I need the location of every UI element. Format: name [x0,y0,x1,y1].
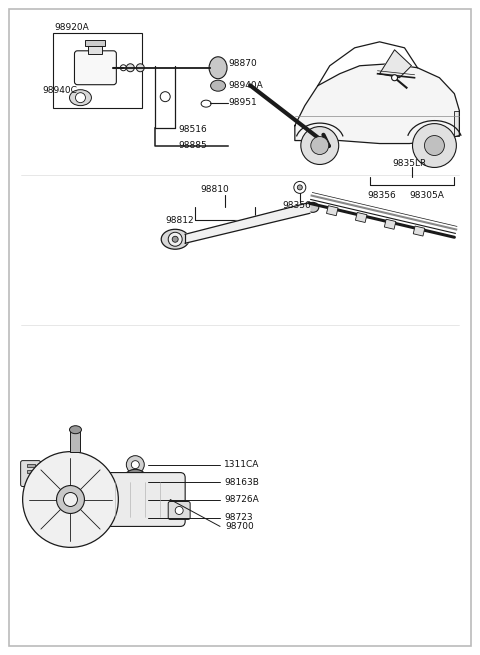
Circle shape [75,92,85,103]
Circle shape [124,489,146,511]
Circle shape [120,65,126,71]
Circle shape [424,136,444,155]
Text: 98870: 98870 [228,59,257,68]
Text: 98951: 98951 [228,98,257,107]
Circle shape [294,181,306,193]
Text: 98726A: 98726A [224,495,259,504]
FancyBboxPatch shape [74,51,116,84]
Text: 9835LR: 9835LR [392,159,426,168]
Text: 98723: 98723 [224,513,252,522]
Circle shape [412,124,456,168]
Bar [413,226,425,236]
Text: 1311CA: 1311CA [224,460,259,469]
Text: 98810: 98810 [200,185,229,194]
FancyBboxPatch shape [96,472,185,527]
FancyBboxPatch shape [38,479,60,496]
Polygon shape [295,64,459,143]
Bar [26,477,35,481]
Bar [88,46,102,54]
Bar [52,33,142,107]
Bar [26,470,35,472]
Text: 98305A: 98305A [409,191,444,200]
Circle shape [130,495,140,505]
Bar [26,464,35,466]
Text: 98920A: 98920A [55,24,89,32]
Circle shape [132,460,139,468]
Circle shape [127,474,144,490]
Text: 98356: 98356 [368,191,396,200]
Ellipse shape [209,57,227,79]
Circle shape [392,75,397,81]
Bar [384,219,396,229]
Circle shape [57,485,84,514]
Circle shape [297,185,302,190]
Circle shape [160,92,170,102]
Bar [355,212,367,223]
Circle shape [301,126,339,164]
Text: 98940A: 98940A [228,81,263,90]
Circle shape [126,64,134,72]
Circle shape [175,506,183,514]
Bar [455,111,459,136]
Ellipse shape [161,229,189,249]
Text: 98516: 98516 [178,125,207,134]
Circle shape [136,64,144,72]
Text: 98885: 98885 [178,141,207,150]
Circle shape [46,483,54,491]
Circle shape [63,493,77,506]
Circle shape [311,136,329,155]
Bar [71,430,81,452]
Bar [326,206,338,215]
Polygon shape [185,202,310,243]
Ellipse shape [211,80,226,91]
FancyBboxPatch shape [21,460,41,487]
Ellipse shape [201,100,211,107]
Bar [85,40,106,46]
FancyBboxPatch shape [38,498,60,516]
Text: 98356: 98356 [282,201,311,210]
Ellipse shape [70,426,82,434]
Ellipse shape [70,90,91,105]
Circle shape [172,236,178,242]
Polygon shape [380,50,411,78]
Text: 98163B: 98163B [224,477,259,487]
Circle shape [132,478,139,486]
Ellipse shape [307,202,319,212]
Circle shape [46,504,54,512]
Circle shape [23,452,119,548]
Text: 98812: 98812 [165,215,194,225]
Circle shape [122,470,148,495]
Text: 98940C: 98940C [43,86,77,95]
Circle shape [168,233,182,246]
Circle shape [126,456,144,474]
FancyBboxPatch shape [168,502,190,519]
Text: 98700: 98700 [225,522,254,531]
